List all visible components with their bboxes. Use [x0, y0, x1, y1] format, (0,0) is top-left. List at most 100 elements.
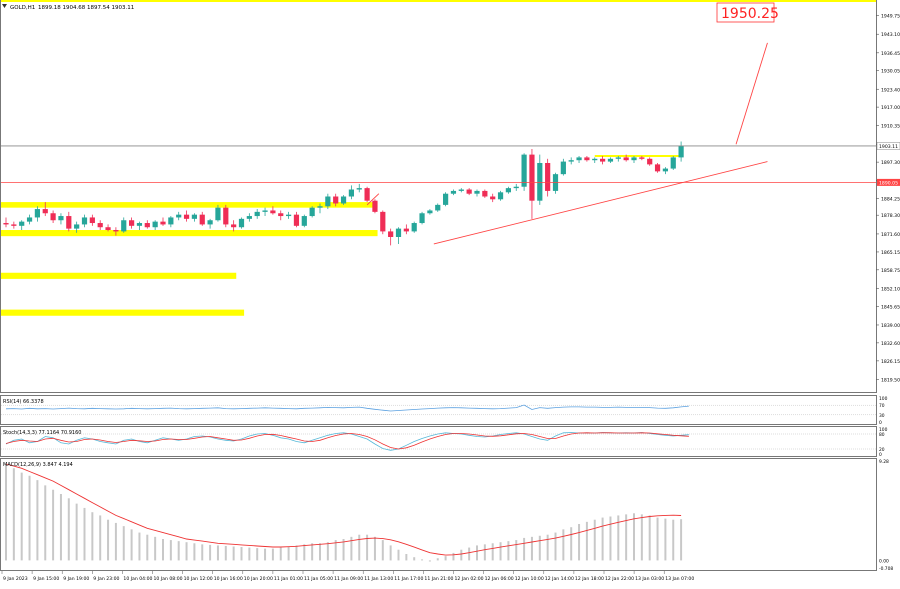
candle-body — [356, 188, 362, 190]
candle — [293, 211, 300, 228]
time-tick-label: 9 Jan 19:00 — [63, 576, 89, 582]
candle — [545, 158, 551, 197]
candle — [474, 189, 480, 197]
time-tick-label: 11 Jan 13:00 — [364, 576, 393, 582]
candle — [309, 206, 315, 218]
candle-body — [513, 186, 519, 189]
candle — [89, 214, 95, 226]
candle — [356, 183, 362, 193]
candle — [183, 210, 190, 222]
price-tick-label: 1845.65 — [881, 304, 900, 310]
candle-body — [89, 217, 95, 224]
candle — [105, 224, 111, 232]
candle — [113, 227, 119, 236]
candle-body — [129, 220, 135, 226]
trendline[interactable] — [433, 161, 768, 245]
candle-body — [183, 214, 190, 219]
price-tick-label: 1819.50 — [881, 377, 900, 383]
candle-body — [231, 224, 237, 228]
candle-body — [411, 223, 417, 232]
pane-frames — [0, 0, 877, 571]
candle-body — [136, 223, 143, 226]
candle-body — [458, 189, 464, 191]
stoch-level-label: 20 — [879, 447, 885, 453]
time-tick-label: 11 Jan 01:00 — [274, 576, 303, 582]
rsi-line — [5, 404, 689, 412]
time-tick-label: 10 Jan 12:00 — [184, 576, 213, 582]
candle-body — [380, 211, 386, 232]
candle-body — [364, 188, 370, 201]
candle — [482, 189, 488, 198]
candle-body — [443, 193, 449, 205]
candle — [600, 156, 606, 165]
time-tick-label: 10 Jan 16:00 — [214, 576, 243, 582]
candle-body — [121, 220, 127, 232]
candle-body — [537, 162, 543, 201]
candle-body — [372, 200, 378, 212]
candle — [560, 158, 566, 176]
trendline[interactable] — [735, 42, 768, 145]
candle-body — [474, 190, 480, 194]
candle — [278, 210, 284, 221]
symbol-label: GOLD,H1 — [10, 5, 35, 11]
candle — [3, 217, 9, 228]
candle-body — [301, 216, 307, 226]
price-tick-label: 1923.40 — [881, 87, 900, 93]
stoch-pane-frame — [0, 426, 877, 457]
candle — [450, 189, 457, 196]
candle — [50, 210, 56, 224]
candle — [427, 209, 433, 215]
candle-body — [42, 209, 48, 214]
time-tick-label: 13 Jan 07:00 — [665, 576, 694, 582]
candle — [364, 186, 370, 203]
candle — [19, 220, 25, 231]
candle — [372, 199, 378, 214]
candle — [497, 190, 504, 201]
candle — [11, 221, 17, 229]
candle-body — [34, 209, 40, 218]
candle — [639, 156, 645, 161]
rsi-level-label: 100 — [879, 396, 888, 402]
price-tick-label: 1871.60 — [881, 232, 900, 238]
candle-body — [670, 157, 676, 169]
trendline[interactable] — [366, 193, 380, 206]
candle-body — [19, 221, 25, 226]
support-zone — [1, 202, 378, 208]
candle — [670, 156, 676, 170]
time-tick-label: 12 Jan 14:00 — [545, 576, 574, 582]
main-lines — [1, 42, 876, 245]
candle-body — [545, 162, 551, 191]
price-tick-label: 1826.15 — [881, 359, 900, 365]
candle — [42, 202, 48, 217]
chart-header: GOLD,H1 1899.18 1904.68 1897.54 1903.11 — [2, 4, 134, 11]
price-tick-label: 1910.35 — [881, 124, 900, 130]
price-tick-label: 1943.10 — [881, 32, 900, 38]
time-tick-label: 11 Jan 21:00 — [424, 576, 453, 582]
price-tick-label: 1839.00 — [881, 323, 900, 329]
price-tick-label: 1865.15 — [881, 250, 900, 256]
macd-level-label: 0.00 — [879, 558, 889, 564]
triangle-down-icon[interactable] — [2, 4, 7, 8]
price-tick-label: 1936.45 — [881, 51, 900, 57]
candle — [403, 224, 409, 235]
candle-body — [584, 157, 590, 161]
price-tick-label: 1852.10 — [881, 286, 900, 292]
candle-body — [333, 196, 339, 204]
candle-body — [490, 196, 496, 200]
candle — [647, 157, 653, 166]
candle-body — [309, 207, 315, 217]
candle-body — [662, 168, 668, 172]
time-tick-label: 13 Jan 03:00 — [635, 576, 664, 582]
time-tick-label: 9 Jan 15:00 — [33, 576, 59, 582]
candle-body — [293, 214, 300, 226]
macd-pane: 9.28 0.00 -0.708 — [5, 459, 893, 572]
candle-body — [223, 207, 229, 225]
candle — [340, 195, 347, 205]
price-tick-label: 1930.05 — [881, 69, 900, 75]
candle-body — [647, 158, 653, 165]
candle-body — [600, 158, 606, 162]
candle — [411, 221, 417, 233]
